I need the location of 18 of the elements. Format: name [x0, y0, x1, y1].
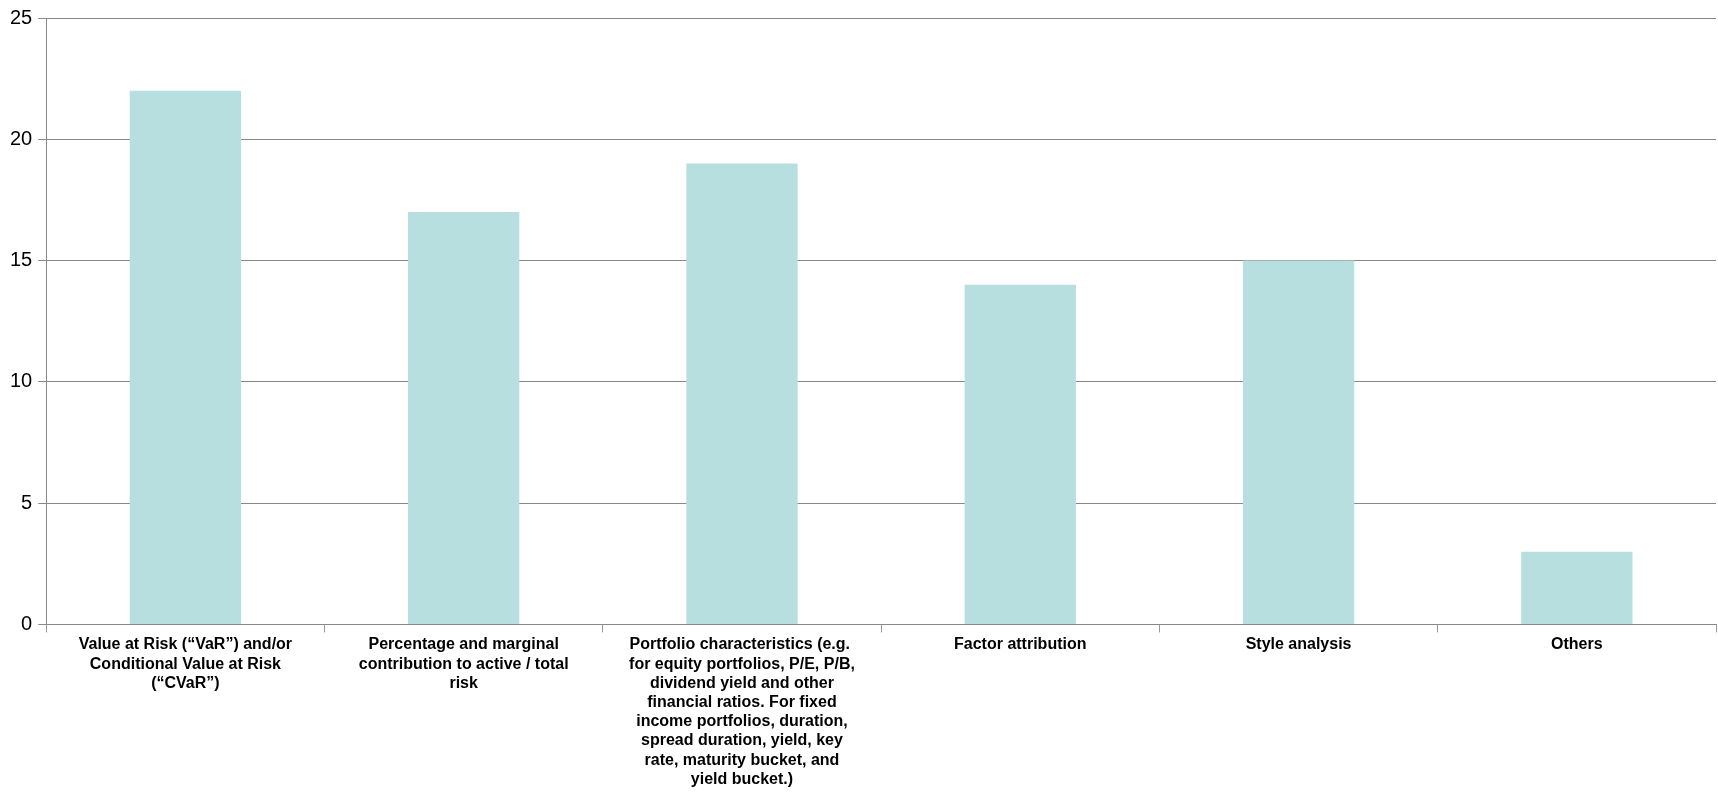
x-tick-label: Percentage and marginal contribution to active / total risk [358, 635, 569, 691]
y-tick-label: 20 [10, 126, 33, 149]
x-tick-label: Portfolio characteristics (e.g. for equity portfolios, P/E, P/B, dividend yield and other financial ratios. For fixed income portfolios, duration, spread duration, yield, key rate, maturity bucket, and yield bucket.) [629, 635, 855, 787]
bar [408, 212, 520, 624]
y-tick-label: 10 [10, 369, 33, 392]
bar [129, 90, 242, 624]
bar [1242, 260, 1355, 624]
bar [686, 163, 798, 624]
x-tick-label: Factor attribution [954, 635, 1087, 653]
x-tick-label: Style analysis [1245, 635, 1352, 653]
bar [1521, 551, 1633, 624]
x-tick-label: Value at Risk (“VaR”) and/or Conditional Value at Risk (“CVaR”) [78, 635, 293, 691]
y-tick-label: 5 [21, 490, 33, 513]
y-tick-label: 25 [10, 5, 33, 28]
x-tick-label: Others [1551, 635, 1603, 653]
bar [964, 284, 1076, 624]
y-tick-label: 0 [21, 611, 33, 634]
y-tick-label: 15 [10, 248, 33, 271]
